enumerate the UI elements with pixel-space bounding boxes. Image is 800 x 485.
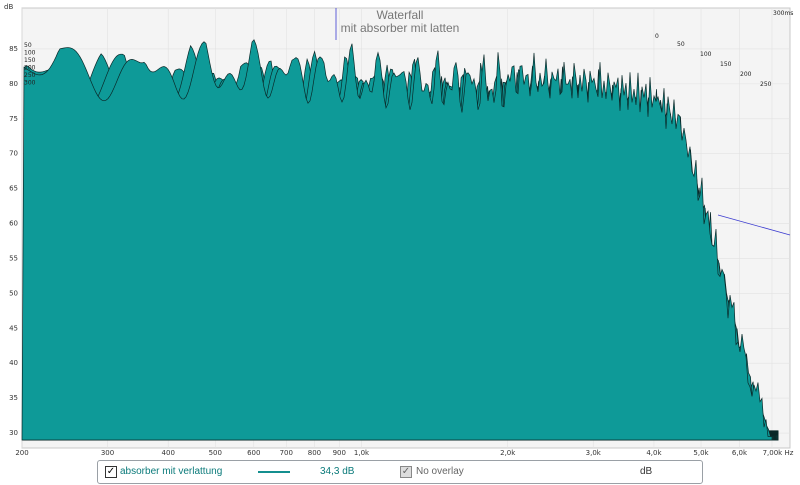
series-checkbox[interactable]: ✓ bbox=[105, 466, 117, 478]
depth-axis-line bbox=[717, 214, 791, 236]
waterfall-slice bbox=[21, 39, 773, 441]
x-tick-label: 6,0k bbox=[732, 449, 748, 457]
x-tick-label: 4,0k bbox=[646, 449, 662, 457]
x-tick-label: 5,0k bbox=[693, 449, 709, 457]
x-tick-label: 700 bbox=[280, 449, 293, 457]
x-tick-label: 400 bbox=[162, 449, 175, 457]
x-tick-label: 2,0k bbox=[500, 449, 516, 457]
x-axis: 200 300 400 500 600 700 800 900 1,0k 2,0k 3,0k 4,0k… bbox=[15, 449, 793, 457]
depth-tick-label-left: 150 bbox=[24, 57, 36, 64]
depth-tick-label: 300ms bbox=[773, 10, 793, 17]
series-value: 34,3 dB bbox=[320, 466, 355, 477]
series-line-swatch bbox=[258, 471, 290, 473]
y-axis: 30 35 40 45 50 55 60 65 70 75 80 85 bbox=[9, 45, 18, 437]
x-tick-label: 800 bbox=[308, 449, 321, 457]
y-tick-label: 75 bbox=[9, 115, 18, 123]
chart-title: Waterfall bbox=[377, 8, 424, 22]
x-tick-label: 500 bbox=[209, 449, 222, 457]
depth-tick-label-left: 200 bbox=[24, 65, 36, 72]
waterfall-slices bbox=[21, 39, 779, 441]
y-tick-label: 40 bbox=[9, 359, 18, 367]
y-tick-label: 70 bbox=[9, 150, 18, 158]
x-tick-label: 1,0k bbox=[354, 449, 370, 457]
chart-subtitle: mit absorber mit latten bbox=[341, 21, 460, 35]
y-tick-label: 30 bbox=[9, 429, 18, 437]
y-tick-label: 65 bbox=[9, 185, 18, 193]
series-label: absorber mit verlattung bbox=[120, 466, 223, 477]
y-tick-label: 55 bbox=[9, 254, 18, 262]
depth-tick-label: 100 bbox=[700, 51, 712, 58]
depth-tick-label: 50 bbox=[677, 41, 685, 48]
depth-tick-label-left: 100 bbox=[24, 50, 36, 57]
x-tick-label: 200 bbox=[15, 449, 28, 457]
unit-label: dB bbox=[640, 466, 653, 477]
x-tick-label: 3,0k bbox=[586, 449, 602, 457]
depth-tick-label-left: 50 bbox=[24, 42, 32, 49]
x-tick-label: 600 bbox=[247, 449, 260, 457]
y-tick-label: 35 bbox=[9, 394, 18, 402]
x-tick-label: 300 bbox=[101, 449, 114, 457]
y-axis-label: dB bbox=[4, 3, 13, 11]
x-tick-label: 900 bbox=[333, 449, 346, 457]
y-tick-label: 60 bbox=[9, 220, 18, 228]
y-tick-label: 80 bbox=[9, 80, 18, 88]
depth-tick-label: 150 bbox=[720, 61, 732, 68]
depth-tick-label: 0 bbox=[655, 33, 659, 40]
y-tick-label: 50 bbox=[9, 289, 18, 297]
y-tick-label: 45 bbox=[9, 324, 18, 332]
depth-tick-label-left: 300 bbox=[24, 80, 36, 87]
depth-tick-label: 250 bbox=[760, 81, 772, 88]
legend-bar: ✓ absorber mit verlattung 34,3 dB ✓ No o… bbox=[97, 460, 703, 484]
depth-tick-label: 200 bbox=[740, 71, 752, 78]
overlay-label: No overlay bbox=[416, 466, 464, 477]
x-tick-label: 7,00k Hz bbox=[763, 449, 794, 457]
depth-tick-label-left: 250 bbox=[24, 72, 36, 79]
y-tick-label: 85 bbox=[9, 45, 18, 53]
overlay-checkbox[interactable]: ✓ bbox=[400, 466, 412, 478]
